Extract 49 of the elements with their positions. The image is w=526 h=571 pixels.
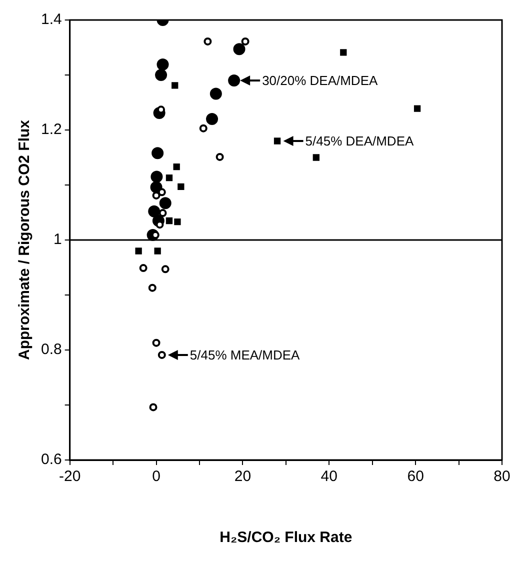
x-tick-label: 0 [152,468,160,486]
point [241,37,250,46]
x-tick-label: 80 [494,468,510,486]
point [166,217,173,224]
annotation: 5/45% MEA/MDEA [190,347,300,362]
point [178,183,184,190]
y-tick-label: 1.2 [40,121,62,138]
point [152,338,160,347]
point [414,105,421,112]
x-axis-title: H₂S/CO₂ Flux Rate [220,529,352,546]
point [206,113,218,125]
point [340,49,347,56]
point [156,58,169,71]
point [158,350,166,359]
point [139,264,148,272]
point [148,284,156,292]
point [216,152,224,161]
point [312,154,320,161]
point [274,138,281,144]
point [158,209,167,218]
point [149,403,158,412]
point [152,147,164,160]
y-tick-label: 1.4 [40,11,62,28]
y-tick-label: 0.6 [40,451,62,468]
point [159,197,172,210]
x-tick-label: 40 [320,468,338,486]
x-tick-label: -20 [59,468,81,486]
annotation: 30/20% DEA/MDEA [262,73,378,88]
x-tick-label: 20 [234,468,252,486]
y-tick-label: 1 [54,231,62,248]
annotation: 5/45% DEA/MDEA [305,134,414,148]
point [172,82,178,89]
x-tick-label: 60 [407,468,424,486]
y-axis-title: Approximate / Rigorous CO2 Flux [16,119,34,360]
point [154,248,161,254]
point [204,37,212,46]
point [150,170,163,183]
y-tick-label: 0.8 [40,341,62,358]
point [233,43,246,56]
point [166,174,173,182]
point [173,164,180,170]
point [161,265,170,274]
point [199,124,208,132]
point [228,74,240,86]
point [148,205,160,218]
point [174,218,181,226]
point [155,69,168,81]
point [210,88,222,100]
point [135,248,142,254]
